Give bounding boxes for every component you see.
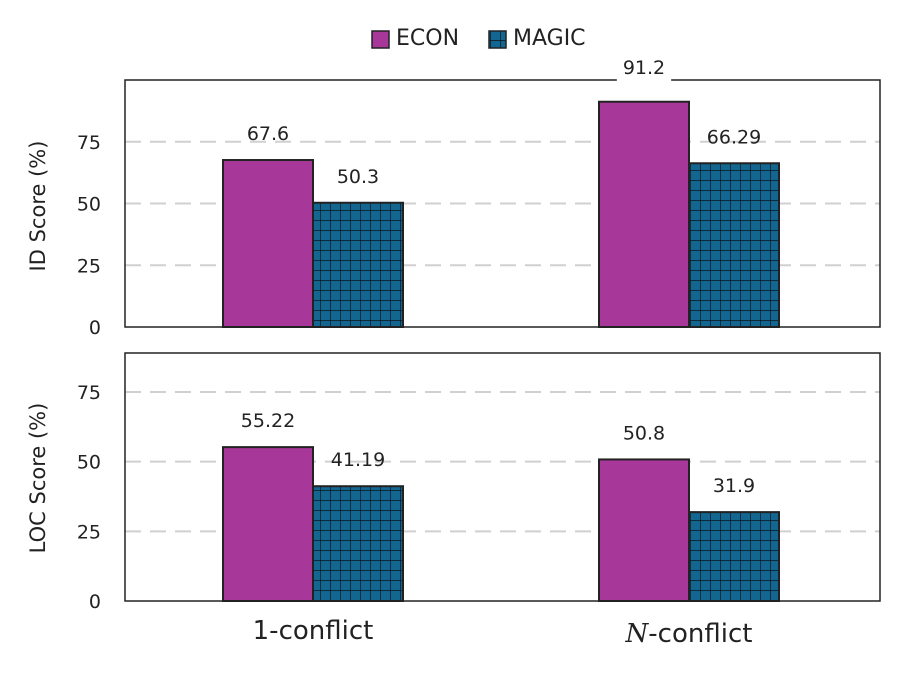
bar-econ-2 [598,100,690,329]
legend-swatch-econ [371,30,390,49]
legend-swatch-magic [488,30,507,49]
y-tick-label: 25 [77,521,101,543]
y-axis-label-loc: LOC Score (%) [26,403,50,554]
y-tick-label: 50 [77,452,101,474]
bar-magic-1 [312,485,404,602]
panel-id-score: 0 25 50 75 67.6 50.3 66.29 91.2 [77,57,881,339]
y-tick-label: 50 [77,194,101,216]
y-tick-label: 0 [89,317,101,339]
x-tick-label-1-conflict: 1-conflict [253,616,374,646]
data-label-magic-2: 66.29 [707,126,761,148]
panel-loc-score: 0 25 50 75 55.22 50.8 41.19 31.9 [77,352,881,613]
legend-label-econ: ECON [396,26,459,51]
legend-label-magic: MAGIC [513,26,586,51]
plot-frame [124,352,881,602]
data-label-econ-1: 55.22 [241,410,295,432]
bar-magic-1 [312,201,404,328]
data-label-econ-2: 91.2 [623,57,665,79]
data-label-econ-2: 50.8 [623,422,665,444]
data-label-magic-2: 31.9 [713,475,755,497]
y-tick-label: 75 [77,382,101,404]
x-tick-label-n-conflict: N-conflict [625,619,753,649]
bar-econ-2 [598,458,690,602]
plot-frame [124,79,881,328]
bar-magic-2 [688,511,780,602]
data-label-magic-1: 41.19 [331,449,385,471]
data-label-magic-1: 50.3 [337,166,379,188]
bar-econ-1 [222,159,314,328]
y-tick-label: 75 [77,132,101,154]
y-tick-label: 25 [77,255,101,277]
y-tick-label: 0 [89,591,101,613]
legend: ECON MAGIC [371,26,586,51]
bar-magic-2 [688,162,780,328]
y-axis-label-id: ID Score (%) [26,141,50,272]
data-label-econ-1: 67.6 [247,123,289,145]
bar-econ-1 [222,446,314,602]
label-gap [616,77,672,83]
